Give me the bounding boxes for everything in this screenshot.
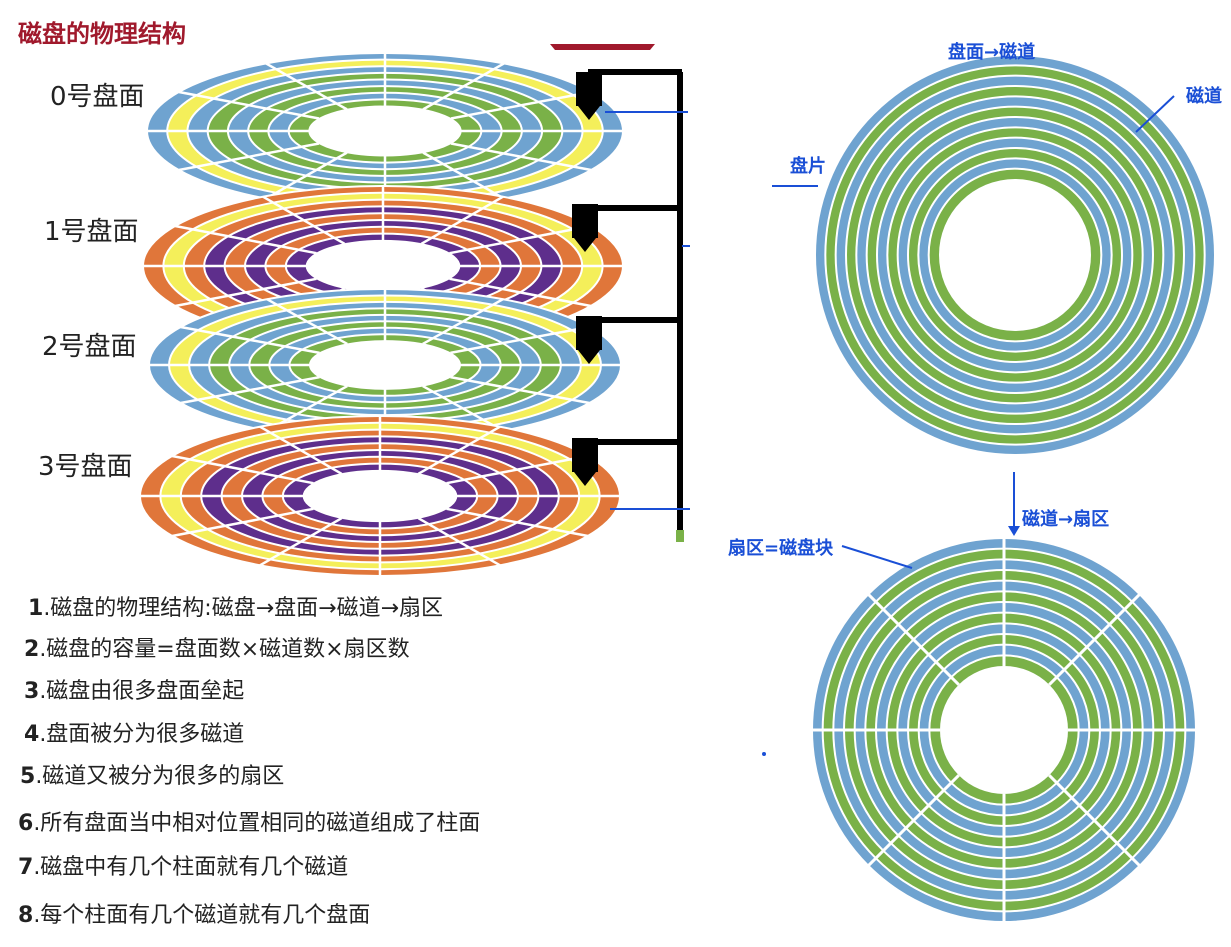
- sector-divider: [867, 593, 960, 686]
- platter-sector-divider: [422, 384, 504, 432]
- track-disk-top-label: 盘面→磁道: [948, 42, 1036, 63]
- note-item: 7.磁盘中有几个柱面就有几个磁道: [18, 849, 348, 881]
- sector-callout-label: 扇区=磁盘块: [728, 538, 834, 559]
- platter-sector-divider: [171, 507, 314, 538]
- sector-divider: [1048, 593, 1141, 686]
- read-write-head: [576, 316, 602, 350]
- platter-sector-divider: [422, 151, 505, 200]
- platter-sector-divider: [266, 298, 348, 346]
- platter-stack: [139, 52, 624, 577]
- platter-0: [146, 52, 624, 210]
- track-disk: [814, 54, 1216, 456]
- platter-2: [148, 288, 622, 442]
- note-item: 2.磁盘的容量=盘面数×磁道数×扇区数: [24, 631, 410, 663]
- note-number: 3: [24, 679, 40, 704]
- platter-sector-divider: [422, 62, 505, 111]
- platter-sector-divider: [422, 298, 504, 346]
- note-item: 6.所有盘面当中相对位置相同的磁道组成了柱面: [18, 805, 480, 837]
- sector-disk-hole: [940, 666, 1068, 794]
- platter-sector-divider: [174, 277, 317, 308]
- note-number: 6: [18, 811, 34, 836]
- note-text: .所有盘面当中相对位置相同的磁道组成了柱面: [33, 811, 481, 836]
- platter-sector-divider: [446, 454, 589, 485]
- platter-label-3: 3号盘面: [38, 452, 133, 482]
- platter-sector-divider: [449, 224, 592, 255]
- track-to-sector-label: 磁道→扇区: [1022, 509, 1110, 530]
- note-item: 8.每个柱面有几个磁道就有几个盘面: [18, 897, 370, 929]
- note-item: 4.盘面被分为很多磁道: [24, 716, 244, 748]
- platter-sector-divider: [180, 325, 320, 355]
- note-item: 3.磁盘由很多盘面垒起: [24, 673, 244, 705]
- platter-sector-divider: [259, 425, 343, 475]
- platter-callout-label: 盘片: [790, 156, 826, 177]
- head-tip: [574, 238, 596, 252]
- track-callout-label: 磁道: [1186, 86, 1222, 107]
- platter-sector-divider: [450, 375, 590, 405]
- platter-sector-divider: [417, 425, 501, 475]
- head-tip: [578, 106, 600, 120]
- platter-label-0: 0号盘面: [50, 82, 145, 112]
- platter-sector-divider: [180, 375, 320, 405]
- annotation-lines: [605, 95, 1175, 756]
- note-number: 7: [18, 855, 34, 880]
- platter-sector-divider: [265, 151, 348, 200]
- track-callout-line: [1135, 95, 1175, 133]
- note-text: .磁道又被分为很多的扇区: [35, 764, 285, 789]
- note-number: 5: [20, 764, 36, 789]
- platter-sector-divider: [265, 62, 348, 111]
- note-text: .磁盘的物理结构:磁盘→盘面→磁道→扇区: [43, 596, 444, 621]
- platter-sector-divider: [178, 142, 320, 172]
- platter-sector-divider: [420, 195, 504, 245]
- note-text: .磁盘的容量=盘面数×磁道数×扇区数: [39, 637, 410, 662]
- sector-divider: [1048, 774, 1141, 867]
- note-number: 1: [28, 596, 44, 621]
- note-item: 5.磁道又被分为很多的扇区: [20, 758, 284, 790]
- stray-dot: [762, 752, 766, 756]
- platter-3: [139, 415, 621, 577]
- sector-divider: [867, 774, 960, 867]
- actuator-arm-assembly: [550, 44, 684, 542]
- platter-sector-divider: [450, 90, 592, 120]
- platter-label-2: 2号盘面: [42, 332, 137, 362]
- shaft-base: [676, 530, 684, 542]
- track-to-sector-arrow-head: [1008, 526, 1020, 536]
- note-item: 1.磁盘的物理结构:磁盘→盘面→磁道→扇区: [28, 590, 443, 622]
- read-write-head: [572, 438, 598, 472]
- note-number: 8: [18, 903, 34, 928]
- sector-disk: [811, 537, 1197, 923]
- head-tip: [578, 350, 600, 364]
- note-text: .磁盘中有几个柱面就有几个磁道: [33, 855, 349, 880]
- note-number: 4: [24, 722, 40, 747]
- platter-label-1: 1号盘面: [44, 217, 139, 247]
- platter-spindle-hole: [308, 105, 462, 157]
- platter-spindle-hole: [308, 340, 462, 390]
- platter-sector-divider: [450, 142, 592, 172]
- platter-sector-divider: [446, 507, 589, 538]
- track-disk-hole: [939, 179, 1091, 331]
- note-text: .盘面被分为很多磁道: [39, 722, 245, 747]
- read-write-head: [576, 72, 602, 106]
- platter-sector-divider: [449, 277, 592, 308]
- platter-sector-divider: [171, 454, 314, 485]
- platter-spindle-hole: [305, 239, 461, 293]
- platter-sector-divider: [262, 195, 346, 245]
- sector-callout-line: [841, 545, 913, 569]
- note-text: .每个柱面有几个磁道就有几个盘面: [33, 903, 371, 928]
- head-tip: [574, 472, 596, 486]
- platter-sector-divider: [178, 90, 320, 120]
- platter-sector-divider: [259, 517, 343, 567]
- platter-sector-divider: [450, 325, 590, 355]
- note-number: 2: [24, 637, 40, 662]
- platter-sector-divider: [417, 517, 501, 567]
- platter-spindle-hole: [302, 469, 458, 523]
- note-text: .磁盘由很多盘面垒起: [39, 679, 245, 704]
- platter-sector-divider: [174, 224, 317, 255]
- read-write-head: [572, 204, 598, 238]
- rotation-marker: [550, 44, 655, 50]
- page-title: 磁盘的物理结构: [18, 20, 186, 48]
